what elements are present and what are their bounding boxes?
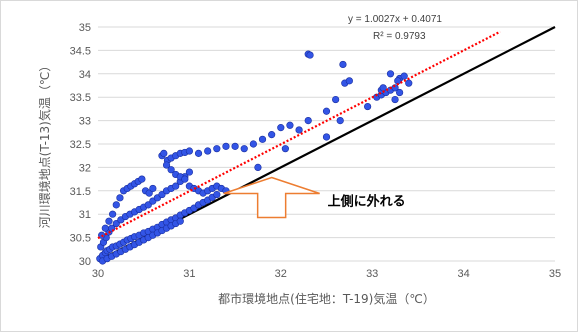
y-tick-label: 34 bbox=[79, 69, 91, 81]
data-point bbox=[254, 163, 262, 171]
data-point bbox=[396, 88, 404, 97]
data-point bbox=[304, 116, 312, 125]
x-tick-label: 35 bbox=[549, 268, 561, 280]
x-tick-label: 34 bbox=[457, 268, 469, 280]
x-tick-label: 32 bbox=[275, 268, 287, 280]
y-tick-label: 33 bbox=[79, 116, 91, 128]
data-point bbox=[112, 201, 120, 209]
data-point bbox=[105, 217, 113, 225]
data-point bbox=[185, 147, 193, 155]
data-point bbox=[258, 135, 267, 143]
data-point bbox=[162, 161, 171, 169]
data-point bbox=[149, 184, 157, 193]
data-point bbox=[249, 140, 257, 148]
y-tick-label: 34.5 bbox=[70, 45, 91, 57]
trendline-group bbox=[97, 30, 501, 240]
data-point bbox=[405, 79, 413, 87]
data-point bbox=[181, 175, 189, 183]
y-tick-label: 31 bbox=[79, 209, 91, 221]
data-point bbox=[295, 126, 303, 134]
callout-group bbox=[223, 176, 320, 219]
callout-arrow bbox=[223, 176, 320, 219]
x-tick-label: 30 bbox=[92, 268, 104, 280]
data-point bbox=[345, 77, 353, 85]
data-point bbox=[364, 102, 372, 111]
trendline bbox=[97, 30, 501, 240]
callout-label: 上側に外れる bbox=[328, 194, 406, 210]
data-points bbox=[96, 50, 413, 265]
data-point bbox=[322, 133, 331, 141]
data-point bbox=[213, 190, 221, 199]
data-point bbox=[138, 175, 146, 183]
data-point bbox=[194, 149, 203, 157]
data-point bbox=[400, 72, 408, 80]
x-tick-labels: 30 31 32 33 34 35 bbox=[92, 268, 561, 280]
y-tick-label: 32.5 bbox=[70, 139, 91, 151]
y-tick-label: 32 bbox=[79, 162, 91, 174]
y-tick-label: 35 bbox=[79, 22, 91, 34]
data-point bbox=[379, 84, 387, 92]
data-point bbox=[185, 168, 193, 176]
data-point bbox=[172, 182, 180, 190]
x-tick-label: 31 bbox=[183, 268, 195, 280]
data-point bbox=[240, 145, 248, 153]
data-point bbox=[286, 121, 294, 129]
data-point bbox=[204, 147, 212, 155]
data-point bbox=[339, 60, 347, 69]
data-point bbox=[268, 131, 276, 139]
data-point bbox=[222, 142, 230, 150]
data-point bbox=[391, 95, 399, 104]
data-point bbox=[322, 107, 331, 115]
data-point bbox=[336, 116, 344, 125]
data-point bbox=[386, 70, 395, 78]
y-tick-label: 30.5 bbox=[70, 233, 91, 245]
data-point bbox=[281, 145, 289, 153]
data-point bbox=[277, 124, 285, 132]
data-point bbox=[167, 166, 175, 174]
data-point bbox=[231, 142, 239, 150]
data-point bbox=[116, 194, 124, 202]
data-point bbox=[160, 149, 168, 157]
y-tick-label: 31.5 bbox=[70, 186, 91, 198]
data-point bbox=[145, 189, 153, 197]
x-tick-label: 33 bbox=[366, 268, 378, 280]
data-point bbox=[213, 145, 221, 153]
y-tick-labels: 30 30.5 31 31.5 32 32.5 33 33.5 34 34.5 35 bbox=[70, 22, 91, 268]
trendline-r-squared: R² = 0.9793 bbox=[373, 31, 426, 42]
data-point bbox=[306, 51, 314, 59]
trendline-equation: y = 1.0027x + 0.4071 bbox=[348, 14, 442, 25]
data-point bbox=[176, 217, 184, 225]
data-point bbox=[109, 210, 117, 218]
x-axis-title: 都市環境地点(住宅地：T-19)気温（℃） bbox=[218, 291, 435, 306]
y-tick-label: 33.5 bbox=[70, 92, 91, 104]
y-tick-label: 30 bbox=[79, 256, 91, 268]
y-axis-title: 河川環境地点(T-13)気温（℃） bbox=[37, 60, 52, 229]
data-point bbox=[101, 224, 109, 232]
data-point bbox=[332, 95, 340, 104]
